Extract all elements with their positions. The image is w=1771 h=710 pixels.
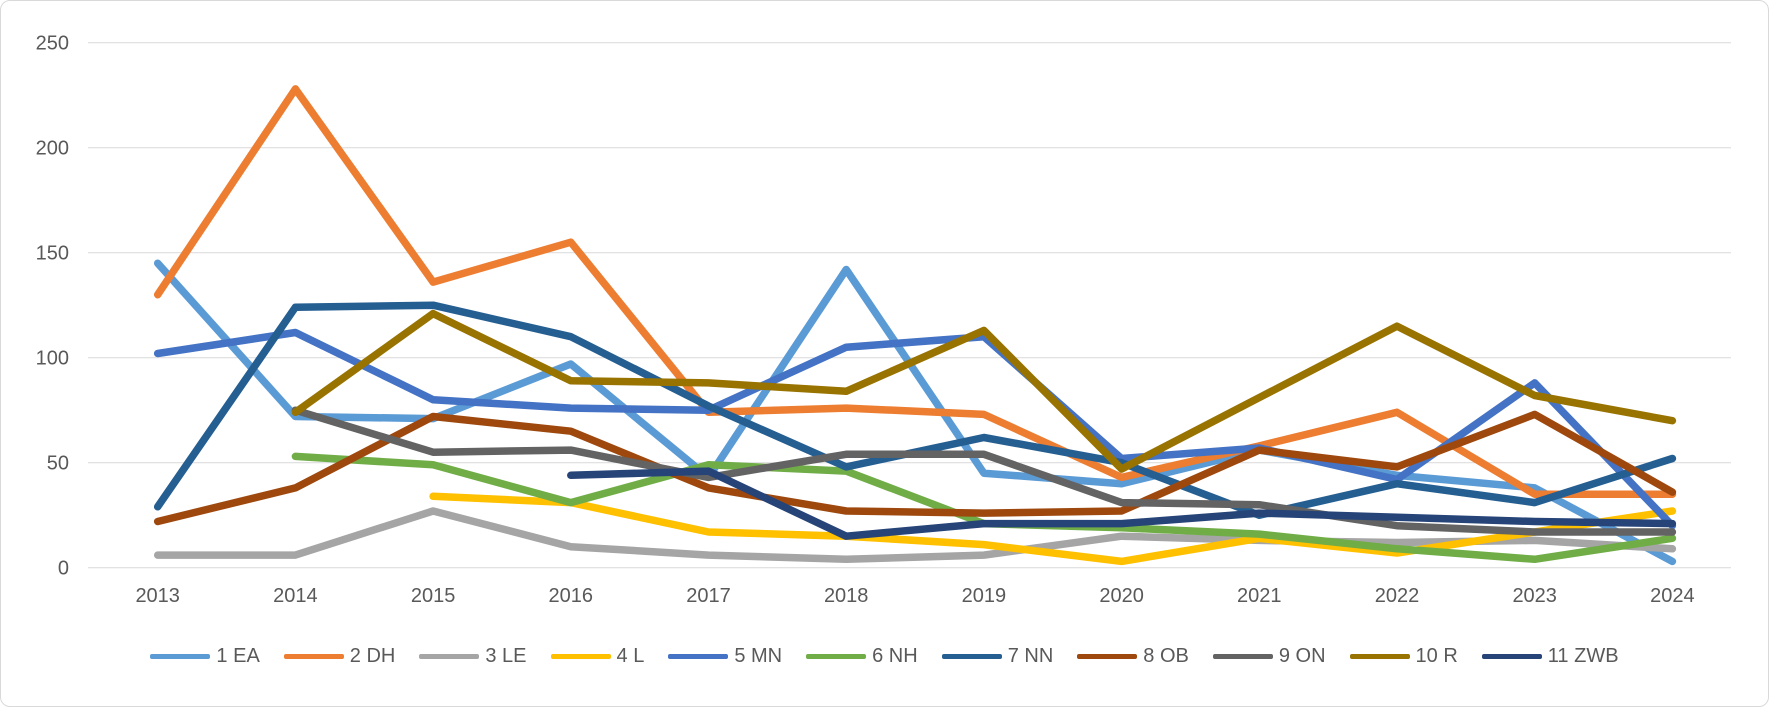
legend-item-10-r: 10 R <box>1349 645 1458 667</box>
x-axis-tick-label: 2024 <box>1650 585 1695 607</box>
legend-line-swatch <box>1077 653 1138 659</box>
series-line-4-l <box>429 492 1677 566</box>
legend-label: 7 NN <box>1007 645 1054 667</box>
legend-line-swatch <box>283 653 344 659</box>
legend-label: 10 R <box>1415 645 1458 667</box>
y-axis-tick-label: 150 <box>36 243 69 265</box>
legend-line-swatch <box>419 653 480 659</box>
legend-item-2-dh: 2 DH <box>283 645 396 667</box>
legend-line-swatch <box>1481 653 1542 659</box>
x-axis-tick-label: 2017 <box>686 585 731 607</box>
legend-line-swatch <box>1349 653 1410 659</box>
x-axis-tick-label: 2021 <box>1237 585 1282 607</box>
y-axis-tick-label: 50 <box>47 453 69 475</box>
legend: 1 EA 2 DH 3 LE 4 L 5 MN 6 NH 7 NN 8 OB 9 ON 10 R 1… <box>1 640 1768 672</box>
legend-line-swatch <box>150 653 211 659</box>
x-axis-tick-label: 2014 <box>273 585 318 607</box>
legend-line-swatch <box>941 653 1002 659</box>
legend-line-swatch <box>806 653 867 659</box>
x-axis-tick-label: 2016 <box>549 585 594 607</box>
legend-label: 1 EA <box>216 645 260 667</box>
legend-label: 5 MN <box>734 645 783 667</box>
series-line-11-zwb <box>567 467 1677 540</box>
legend-item-4-l: 4 L <box>550 645 645 667</box>
y-axis-tick-label: 250 <box>36 33 69 55</box>
x-axis-tick-label: 2023 <box>1512 585 1557 607</box>
legend-label: 2 DH <box>349 645 396 667</box>
legend-label: 4 L <box>616 645 645 667</box>
legend-label: 11 ZWB <box>1547 645 1619 667</box>
legend-item-6-nh: 6 NH <box>806 646 918 666</box>
legend-item-7-nn: 7 NN <box>941 645 1054 667</box>
series-line-8-ob <box>153 410 1677 526</box>
x-axis-tick-label: 2018 <box>824 585 869 607</box>
x-axis-tick-label: 2015 <box>411 585 456 607</box>
series-line-2-dh <box>153 85 1677 498</box>
y-axis-tick-label: 100 <box>36 348 69 370</box>
legend-line-swatch <box>550 653 611 659</box>
y-axis-tick-label: 0 <box>58 558 69 580</box>
legend-item-11-zwb: 11 ZWB <box>1481 645 1619 667</box>
x-axis-tick-label: 2020 <box>1099 585 1144 607</box>
legend-label: 8 OB <box>1143 645 1189 667</box>
legend-label: 6 NH <box>872 645 918 667</box>
series-line-10-r <box>291 309 1677 473</box>
series-line-5-mn <box>153 328 1677 530</box>
x-axis-tick-label: 2013 <box>135 585 180 607</box>
legend-item-3-le: 3 LE <box>419 645 527 667</box>
y-axis-tick-label: 200 <box>36 138 69 160</box>
x-axis-tick-label: 2022 <box>1375 585 1420 607</box>
legend-line-swatch <box>668 653 729 659</box>
legend-item-5-mn: 5 MN <box>668 646 782 666</box>
series-line-9-on <box>291 406 1677 536</box>
legend-label: 9 ON <box>1278 645 1326 667</box>
legend-item-1-ea: 1 EA <box>150 645 260 667</box>
series-line-3-le <box>153 507 1677 564</box>
x-axis-tick-label: 2019 <box>962 585 1007 607</box>
series-line-1-ea <box>153 259 1677 566</box>
legend-item-9-on: 9 ON <box>1212 645 1326 667</box>
legend-label: 3 LE <box>485 645 527 667</box>
legend-item-8-ob: 8 OB <box>1077 646 1189 666</box>
legend-line-swatch <box>1212 653 1273 659</box>
